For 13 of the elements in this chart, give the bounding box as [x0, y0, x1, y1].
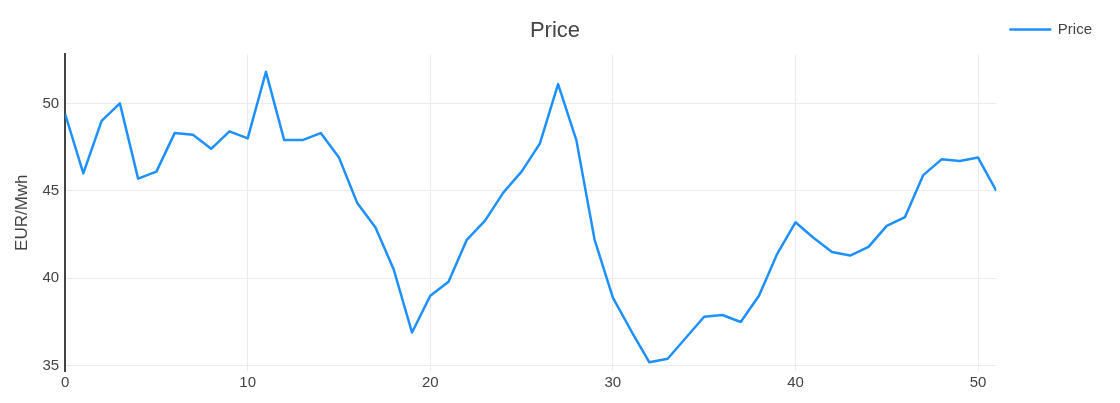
x-tick-label: 20: [421, 373, 439, 391]
x-tick-label: 30: [604, 373, 622, 391]
y-tick-label: 40: [42, 268, 60, 286]
y-tick-label: 35: [42, 355, 60, 373]
x-tick-label: 0: [60, 373, 70, 391]
y-tick-label: 45: [42, 180, 60, 198]
x-tick-label: 40: [787, 373, 804, 391]
x-tick-label: 10: [239, 373, 257, 391]
chart-title: Price: [529, 17, 581, 43]
y-tick-label: 50: [42, 93, 60, 111]
x-tick-label: 50: [969, 373, 987, 391]
y-axis-title: EUR/Mwh: [11, 174, 31, 251]
legend-label: Price: [1057, 19, 1093, 37]
